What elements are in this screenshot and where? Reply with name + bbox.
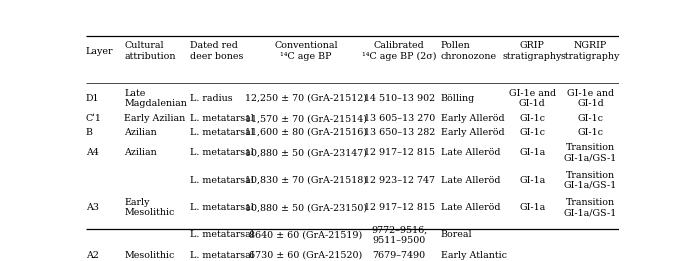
Text: Pollen
chronozone: Pollen chronozone bbox=[440, 41, 497, 61]
Text: Mesolithic: Mesolithic bbox=[125, 251, 175, 260]
Text: A2: A2 bbox=[86, 251, 99, 260]
Text: Cʹ1: Cʹ1 bbox=[86, 114, 102, 123]
Text: 13 650–13 282: 13 650–13 282 bbox=[364, 128, 435, 137]
Text: Azilian: Azilian bbox=[125, 149, 157, 157]
Text: 10,830 ± 70 (GrA-21518): 10,830 ± 70 (GrA-21518) bbox=[245, 176, 367, 185]
Text: Bölling: Bölling bbox=[440, 94, 475, 103]
Text: Conventional
¹⁴C age BP: Conventional ¹⁴C age BP bbox=[274, 41, 338, 61]
Text: 13 605–13 270: 13 605–13 270 bbox=[364, 114, 435, 123]
Text: 11,570 ± 70 (GrA-21514): 11,570 ± 70 (GrA-21514) bbox=[245, 114, 367, 123]
Text: 12 917–12 815: 12 917–12 815 bbox=[364, 149, 435, 157]
Text: 10,880 ± 50 (GrA-23150): 10,880 ± 50 (GrA-23150) bbox=[245, 203, 367, 212]
Text: GI-1a: GI-1a bbox=[519, 149, 546, 157]
Text: A4: A4 bbox=[86, 149, 99, 157]
Text: Transition
GI-1a/GS-1: Transition GI-1a/GS-1 bbox=[563, 170, 617, 190]
Text: GI-1e and
GI-1d: GI-1e and GI-1d bbox=[567, 88, 614, 108]
Text: Transition
GI-1a/GS-1: Transition GI-1a/GS-1 bbox=[563, 198, 617, 217]
Text: L. metatarsal: L. metatarsal bbox=[190, 114, 254, 123]
Text: L. metatarsal: L. metatarsal bbox=[190, 203, 254, 212]
Text: 6730 ± 60 (GrA-21520): 6730 ± 60 (GrA-21520) bbox=[249, 251, 363, 260]
Text: 12,250 ± 70 (GrA-21512): 12,250 ± 70 (GrA-21512) bbox=[245, 94, 367, 103]
Text: 9772–9516,
9511–9500: 9772–9516, 9511–9500 bbox=[371, 225, 427, 245]
Text: Boreal: Boreal bbox=[440, 230, 472, 239]
Text: Early Azilian: Early Azilian bbox=[125, 114, 186, 123]
Text: 11,600 ± 80 (GrA-21516): 11,600 ± 80 (GrA-21516) bbox=[245, 128, 367, 137]
Text: L. metatarsal: L. metatarsal bbox=[190, 176, 254, 185]
Text: Early Atlantic: Early Atlantic bbox=[440, 251, 506, 260]
Text: L. radius: L. radius bbox=[190, 94, 233, 103]
Text: L. metatarsal: L. metatarsal bbox=[190, 149, 254, 157]
Text: A3: A3 bbox=[86, 203, 99, 212]
Text: L. metatarsal: L. metatarsal bbox=[190, 128, 254, 137]
Text: Late Alleröd: Late Alleröd bbox=[440, 176, 500, 185]
Text: GRIP
stratigraphy: GRIP stratigraphy bbox=[503, 41, 562, 61]
Text: L. metatarsal: L. metatarsal bbox=[190, 251, 254, 260]
Text: Late
Magdalenian: Late Magdalenian bbox=[125, 88, 187, 108]
Text: Early Alleröd: Early Alleröd bbox=[440, 114, 504, 123]
Text: B: B bbox=[86, 128, 93, 137]
Text: Early
Mesolithic: Early Mesolithic bbox=[125, 198, 175, 217]
Text: Calibrated
¹⁴C age BP (2σ): Calibrated ¹⁴C age BP (2σ) bbox=[362, 41, 436, 61]
Text: D1: D1 bbox=[86, 94, 100, 103]
Text: 10,880 ± 50 (GrA-23147): 10,880 ± 50 (GrA-23147) bbox=[245, 149, 367, 157]
Text: Dated red
deer bones: Dated red deer bones bbox=[190, 41, 244, 61]
Text: Cultural
attribution: Cultural attribution bbox=[125, 41, 176, 61]
Text: GI-1c: GI-1c bbox=[577, 128, 603, 137]
Text: GI-1c: GI-1c bbox=[577, 114, 603, 123]
Text: 12 917–12 815: 12 917–12 815 bbox=[364, 203, 435, 212]
Text: Early Alleröd: Early Alleröd bbox=[440, 128, 504, 137]
Text: Azilian: Azilian bbox=[125, 128, 157, 137]
Text: GI-1e and
GI-1d: GI-1e and GI-1d bbox=[508, 88, 556, 108]
Text: GI-1c: GI-1c bbox=[519, 128, 546, 137]
Text: 7679–7490: 7679–7490 bbox=[373, 251, 426, 260]
Text: Transition
GI-1a/GS-1: Transition GI-1a/GS-1 bbox=[563, 143, 617, 163]
Text: L. metatarsal: L. metatarsal bbox=[190, 230, 254, 239]
Text: Late Alleröd: Late Alleröd bbox=[440, 203, 500, 212]
Text: Late Alleröd: Late Alleröd bbox=[440, 149, 500, 157]
Text: 14 510–13 902: 14 510–13 902 bbox=[364, 94, 435, 103]
Text: NGRIP
stratigraphy: NGRIP stratigraphy bbox=[561, 41, 620, 61]
Text: GI-1a: GI-1a bbox=[519, 203, 546, 212]
Text: 8640 ± 60 (GrA-21519): 8640 ± 60 (GrA-21519) bbox=[249, 230, 363, 239]
Text: GI-1a: GI-1a bbox=[519, 176, 546, 185]
Text: GI-1c: GI-1c bbox=[519, 114, 546, 123]
Text: Layer: Layer bbox=[86, 46, 114, 56]
Text: 12 923–12 747: 12 923–12 747 bbox=[364, 176, 435, 185]
